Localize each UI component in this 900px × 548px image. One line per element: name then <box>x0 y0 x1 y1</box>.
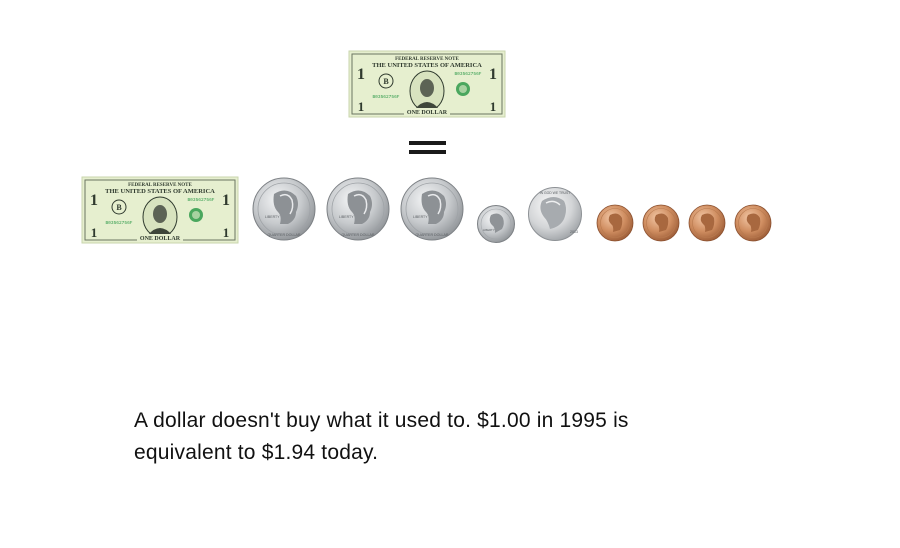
bill-serial: B03562756F <box>372 94 399 100</box>
quarter-bottom-text: QUARTER DOLLAR <box>342 233 375 237</box>
quarter-coin: LIBERTY QUARTER DOLLAR <box>400 177 466 242</box>
bill-header-text: FEDERAL RESERVE NOTE <box>128 183 192 188</box>
bill-district-letter: B <box>116 203 122 212</box>
bill-corner-numeral: 1 <box>489 66 497 83</box>
quarter-coin: LIBERTY QUARTER DOLLAR <box>326 177 392 242</box>
quarter-liberty-text: LIBERTY <box>413 215 428 219</box>
penny-coin <box>596 204 635 243</box>
nickel-year-text: 2013 <box>570 230 578 234</box>
bill-denomination: ONE DOLLAR <box>407 110 448 116</box>
dollar-bill-bottom: FEDERAL RESERVE NOTE THE UNITED STATES O… <box>81 176 239 244</box>
nickel-coin: IN GOD WE TRUST 2013 <box>528 187 584 243</box>
dime-coin: LIBERTY <box>477 205 517 245</box>
equals-sign <box>409 140 447 156</box>
dollar-bill-top: FEDERAL RESERVE NOTE THE UNITED STATES O… <box>348 50 506 118</box>
bill-corner-numeral: 1 <box>90 192 98 209</box>
bill-corner-numeral: 1 <box>490 99 497 114</box>
penny-coin <box>734 204 773 243</box>
quarter-coin: LIBERTY QUARTER DOLLAR <box>252 177 318 242</box>
nickel-motto-text: IN GOD WE TRUST <box>540 191 571 195</box>
quarter-liberty-text: LIBERTY <box>265 215 280 219</box>
bill-header-text: FEDERAL RESERVE NOTE <box>395 57 459 62</box>
dime-liberty-text: LIBERTY <box>483 228 495 232</box>
caption-line: A dollar doesn't buy what it used to. $1… <box>134 409 629 432</box>
bill-country-text: THE UNITED STATES OF AMERICA <box>372 62 482 69</box>
caption-line: equivalent to $1.94 today. <box>134 441 379 464</box>
penny-coin <box>642 204 681 243</box>
bill-district-letter: B <box>383 77 389 86</box>
bill-corner-numeral: 1 <box>358 99 365 114</box>
penny-coin <box>688 204 727 243</box>
bill-serial: B03562756F <box>454 71 481 77</box>
caption-text: A dollar doesn't buy what it used to. $1… <box>134 405 674 469</box>
quarter-liberty-text: LIBERTY <box>339 215 354 219</box>
bill-corner-numeral: 1 <box>357 66 365 83</box>
bill-serial: B03562756F <box>105 220 132 226</box>
bill-corner-numeral: 1 <box>223 225 230 240</box>
bill-corner-numeral: 1 <box>222 192 230 209</box>
bill-denomination: ONE DOLLAR <box>140 236 181 242</box>
bill-serial: B03562756F <box>187 197 214 203</box>
quarter-bottom-text: QUARTER DOLLAR <box>416 233 449 237</box>
bill-country-text: THE UNITED STATES OF AMERICA <box>105 188 215 195</box>
quarter-bottom-text: QUARTER DOLLAR <box>268 233 301 237</box>
bill-corner-numeral: 1 <box>91 225 98 240</box>
